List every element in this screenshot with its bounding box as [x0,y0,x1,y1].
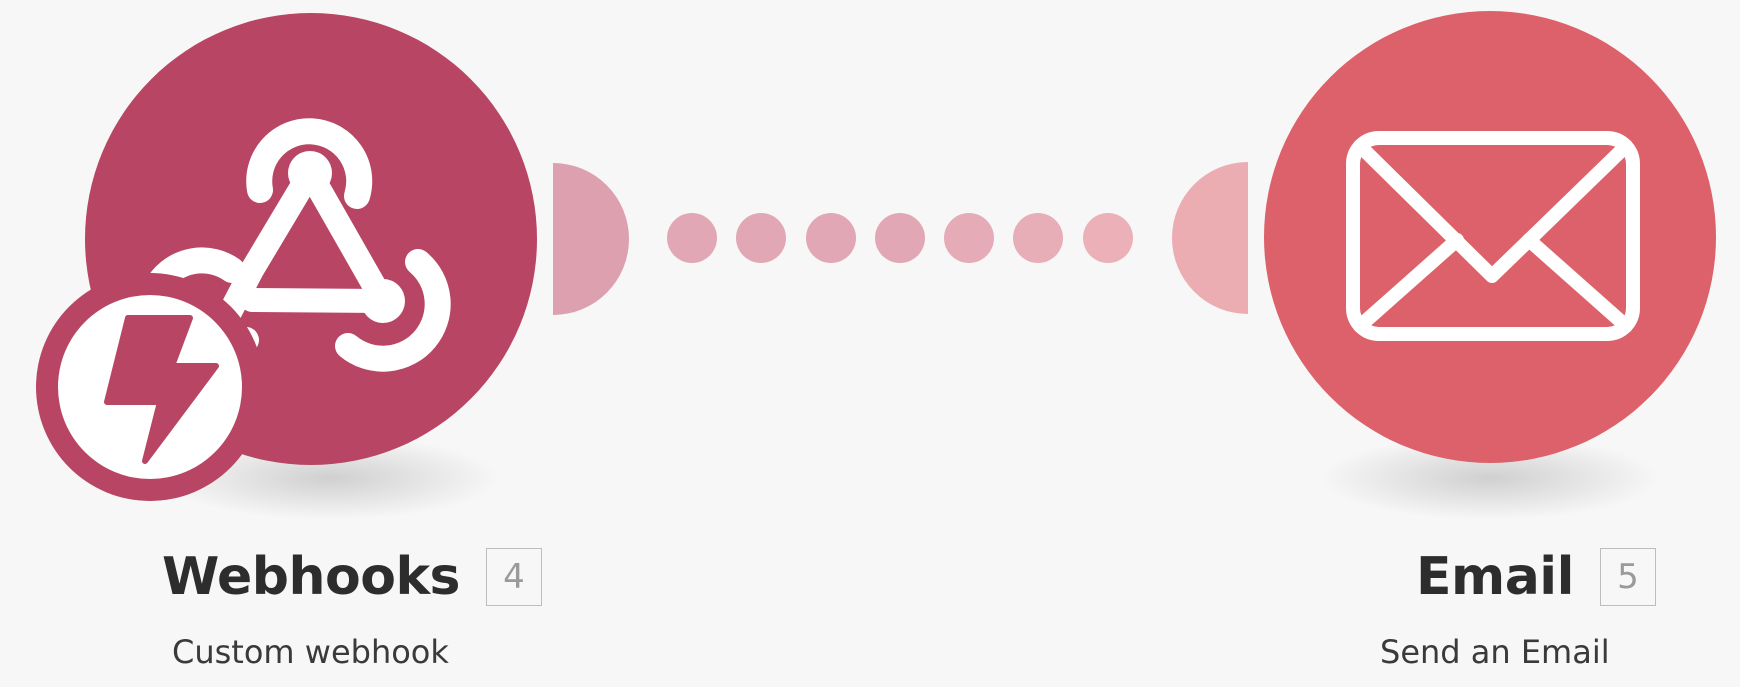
connector-dot [944,213,994,263]
module-action: Custom webhook [172,633,449,671]
connector-dot [1083,213,1133,263]
envelope-icon [1346,131,1640,341]
instant-trigger-badge[interactable] [36,273,264,501]
module-title: Email [1416,547,1574,607]
webhooks-output-handle[interactable] [553,163,629,315]
connector-dot [1013,213,1063,263]
module-id-badge: 4 [486,548,542,606]
webhooks-module[interactable] [36,13,537,501]
lightning-bolt-icon [104,315,219,464]
email-module-shadow [1320,436,1660,520]
webhooks-module-shadow [160,436,500,520]
module-title: Webhooks [162,547,461,607]
module-id-badge: 5 [1599,548,1656,606]
module-action: Send an Email [1380,633,1610,671]
email-module-circle[interactable] [1264,11,1716,463]
connector-dot [736,213,786,263]
email-input-handle[interactable] [1172,162,1248,314]
connector-dot [875,213,925,263]
email-module-label: Email 5 [1416,548,1656,606]
route-connector[interactable] [667,213,1133,263]
connector-dot [667,213,717,263]
email-module[interactable] [1264,11,1716,463]
connector-dot [806,213,856,263]
webhooks-module-label: Webhooks 4 [162,548,542,606]
